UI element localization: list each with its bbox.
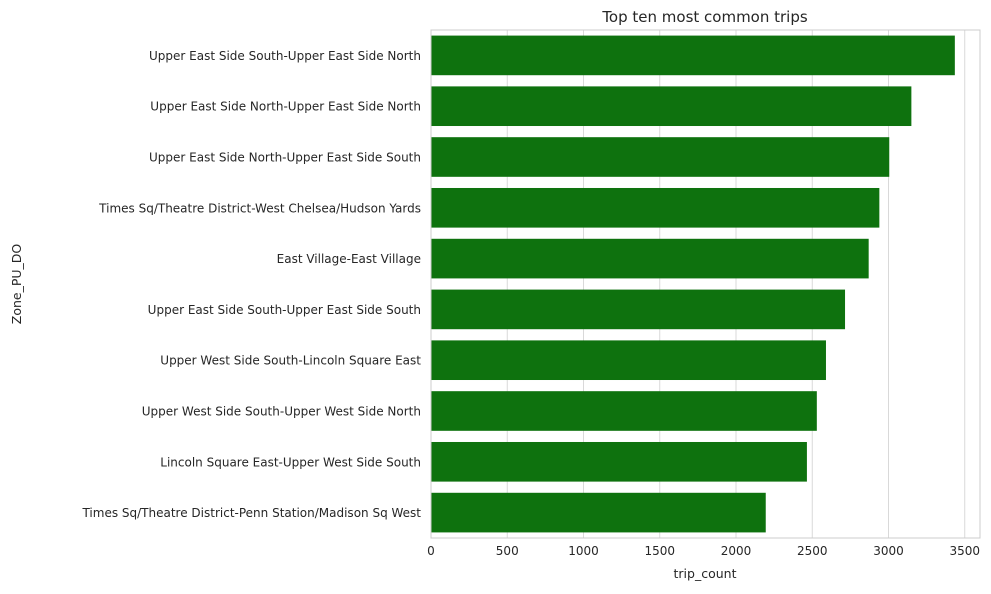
- bar: [431, 492, 766, 533]
- x-tick-label: 1000: [568, 544, 599, 558]
- category-label: Upper West Side South-Upper West Side No…: [142, 405, 421, 419]
- category-label: Times Sq/Theatre District-West Chelsea/H…: [98, 201, 421, 215]
- category-label: Upper East Side South-Upper East Side No…: [149, 49, 421, 63]
- bar: [431, 289, 846, 330]
- x-axis-label: trip_count: [674, 566, 737, 581]
- y-axis-label: Zone_PU_DO: [9, 244, 24, 325]
- category-label: Upper East Side North-Upper East Side So…: [149, 151, 421, 165]
- category-label: Upper East Side North-Upper East Side No…: [150, 100, 421, 114]
- x-tick-label: 1500: [644, 544, 675, 558]
- bar: [431, 391, 817, 431]
- category-label: Upper East Side South-Upper East Side So…: [148, 303, 421, 317]
- category-label: Upper West Side South-Lincoln Square Eas…: [160, 354, 421, 368]
- bar: [431, 35, 955, 76]
- plot-border: [430, 29, 981, 539]
- chart-title: Top ten most common trips: [601, 8, 808, 26]
- bar: [431, 441, 807, 482]
- plot-frame: [430, 29, 981, 539]
- x-tick-label: 500: [496, 544, 519, 558]
- bars: [431, 35, 955, 533]
- x-tick-label: 0: [427, 544, 435, 558]
- x-axis-ticks: 0 500 1000 1500 2000 2500 3000 3500: [427, 544, 980, 558]
- x-tick-label: 2500: [797, 544, 828, 558]
- bar: [431, 86, 912, 127]
- bar: [431, 340, 826, 381]
- category-label: Times Sq/Theatre District-Penn Station/M…: [81, 506, 421, 520]
- bar: [431, 238, 869, 279]
- x-tick-label: 2000: [721, 544, 752, 558]
- bar: [431, 187, 880, 228]
- bar: [431, 137, 890, 177]
- x-tick-label: 3500: [949, 544, 980, 558]
- category-label: East Village-East Village: [277, 252, 421, 266]
- x-tick-label: 3000: [873, 544, 904, 558]
- category-label: Lincoln Square East-Upper West Side Sout…: [160, 455, 421, 469]
- y-axis-ticks: Upper East Side South-Upper East Side No…: [81, 49, 421, 520]
